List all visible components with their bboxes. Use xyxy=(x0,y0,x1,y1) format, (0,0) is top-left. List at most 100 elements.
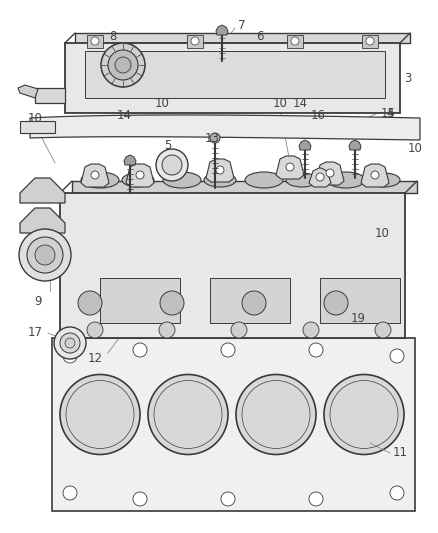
Circle shape xyxy=(91,171,99,179)
Circle shape xyxy=(365,37,373,45)
Ellipse shape xyxy=(162,172,201,188)
Circle shape xyxy=(148,375,227,455)
Circle shape xyxy=(91,37,99,45)
Circle shape xyxy=(389,486,403,500)
Text: 3: 3 xyxy=(403,71,411,85)
Circle shape xyxy=(133,343,147,357)
Circle shape xyxy=(65,338,75,348)
Circle shape xyxy=(136,171,144,179)
Text: 10: 10 xyxy=(272,96,287,109)
Circle shape xyxy=(370,171,378,179)
Circle shape xyxy=(308,343,322,357)
Text: 14: 14 xyxy=(292,96,307,109)
Polygon shape xyxy=(308,168,330,187)
Text: 10: 10 xyxy=(374,227,389,239)
Polygon shape xyxy=(87,35,103,48)
Circle shape xyxy=(374,322,390,338)
Polygon shape xyxy=(348,140,360,150)
Polygon shape xyxy=(209,278,290,323)
Ellipse shape xyxy=(285,173,317,187)
Circle shape xyxy=(308,492,322,506)
Polygon shape xyxy=(30,115,419,140)
Polygon shape xyxy=(124,155,136,165)
Circle shape xyxy=(220,492,234,506)
Polygon shape xyxy=(65,43,399,113)
Circle shape xyxy=(63,349,77,363)
Text: 6: 6 xyxy=(256,29,263,43)
Polygon shape xyxy=(20,178,65,203)
Ellipse shape xyxy=(244,172,283,188)
Circle shape xyxy=(302,322,318,338)
Circle shape xyxy=(315,173,323,181)
Circle shape xyxy=(325,169,333,177)
Text: 19: 19 xyxy=(350,311,365,325)
Text: 17: 17 xyxy=(28,327,42,340)
Ellipse shape xyxy=(367,173,399,187)
Polygon shape xyxy=(60,193,404,338)
Circle shape xyxy=(162,155,182,175)
Circle shape xyxy=(323,375,403,455)
Text: 10: 10 xyxy=(406,141,421,155)
Polygon shape xyxy=(187,35,202,48)
Circle shape xyxy=(323,291,347,315)
Circle shape xyxy=(236,375,315,455)
Polygon shape xyxy=(276,156,303,179)
Polygon shape xyxy=(315,162,343,185)
Polygon shape xyxy=(20,121,55,133)
Text: 9: 9 xyxy=(34,295,42,308)
Circle shape xyxy=(19,229,71,281)
Text: 5: 5 xyxy=(164,139,171,151)
Polygon shape xyxy=(52,338,414,511)
Circle shape xyxy=(115,57,131,73)
Text: 12: 12 xyxy=(87,351,102,365)
Circle shape xyxy=(290,37,298,45)
Polygon shape xyxy=(18,85,38,98)
Circle shape xyxy=(133,492,147,506)
Circle shape xyxy=(35,245,55,265)
Polygon shape xyxy=(360,164,388,187)
Polygon shape xyxy=(215,25,227,35)
Circle shape xyxy=(87,322,103,338)
Polygon shape xyxy=(100,278,180,323)
Text: 15: 15 xyxy=(380,107,395,119)
Circle shape xyxy=(215,166,223,174)
Circle shape xyxy=(285,163,293,171)
Polygon shape xyxy=(72,181,416,193)
Polygon shape xyxy=(319,278,399,323)
Text: 8: 8 xyxy=(109,29,117,43)
Polygon shape xyxy=(81,164,109,187)
Circle shape xyxy=(78,291,102,315)
Ellipse shape xyxy=(204,173,236,187)
Ellipse shape xyxy=(122,173,154,187)
Circle shape xyxy=(101,43,145,87)
Circle shape xyxy=(230,322,247,338)
Polygon shape xyxy=(298,140,310,150)
Polygon shape xyxy=(35,88,65,103)
Polygon shape xyxy=(286,35,302,48)
Circle shape xyxy=(60,375,140,455)
Text: 7: 7 xyxy=(238,19,245,31)
Circle shape xyxy=(220,343,234,357)
Text: 13: 13 xyxy=(204,132,219,144)
Polygon shape xyxy=(85,51,384,98)
Circle shape xyxy=(27,237,63,273)
Polygon shape xyxy=(126,164,154,187)
Ellipse shape xyxy=(81,172,119,188)
Text: 11: 11 xyxy=(392,447,406,459)
Polygon shape xyxy=(361,35,377,48)
Polygon shape xyxy=(205,159,233,182)
Circle shape xyxy=(60,333,80,353)
Circle shape xyxy=(108,50,138,80)
Circle shape xyxy=(241,291,265,315)
Circle shape xyxy=(63,486,77,500)
Polygon shape xyxy=(20,208,65,233)
Text: 16: 16 xyxy=(310,109,325,122)
Circle shape xyxy=(209,133,219,143)
Ellipse shape xyxy=(326,172,364,188)
Circle shape xyxy=(191,37,198,45)
Circle shape xyxy=(159,322,175,338)
Text: 10: 10 xyxy=(28,111,42,125)
Text: 10: 10 xyxy=(154,96,169,109)
Text: 4: 4 xyxy=(385,107,393,119)
Text: 14: 14 xyxy=(116,109,131,122)
